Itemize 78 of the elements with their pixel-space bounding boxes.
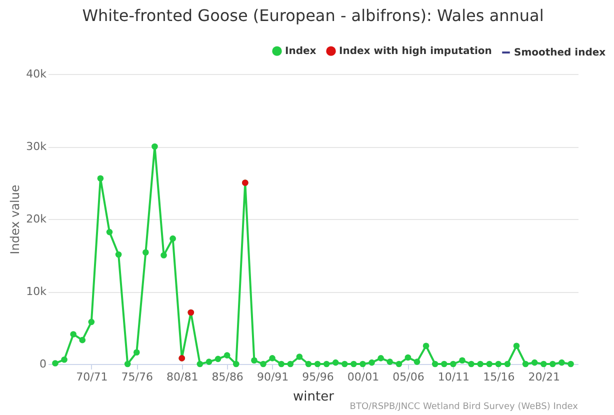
point	[287, 360, 294, 368]
point	[486, 360, 493, 368]
point	[142, 249, 149, 256]
point	[70, 331, 76, 338]
point	[368, 359, 375, 366]
x-tick-label: 00/01	[347, 370, 380, 384]
x-tick-label: 75/76	[121, 370, 153, 384]
point	[414, 358, 420, 365]
point	[323, 360, 330, 368]
point	[440, 360, 448, 368]
point	[568, 360, 574, 368]
x-tick-label: 05/06	[392, 370, 424, 384]
point	[386, 358, 394, 365]
point	[513, 342, 520, 350]
point	[378, 355, 384, 362]
point	[79, 336, 86, 344]
x-tick-label: 90/91	[256, 370, 289, 384]
legend-label: Index with high imputation	[339, 46, 492, 58]
point	[360, 360, 366, 368]
point	[214, 356, 222, 362]
point	[232, 360, 240, 368]
x-tick-label: 70/71	[76, 370, 108, 384]
point	[332, 359, 339, 366]
point	[540, 360, 547, 368]
x-tick-label: 15/16	[483, 370, 515, 384]
point	[106, 228, 113, 236]
point	[396, 360, 402, 368]
point	[133, 349, 140, 356]
point	[160, 252, 167, 258]
point	[504, 360, 511, 368]
point	[251, 357, 258, 364]
point	[206, 358, 212, 365]
point	[61, 356, 68, 363]
point	[422, 342, 430, 350]
y-tick-label: 10k	[26, 285, 48, 298]
point	[296, 354, 303, 360]
point	[450, 360, 456, 368]
point	[459, 357, 466, 364]
point	[314, 360, 321, 368]
point	[341, 360, 348, 368]
point	[531, 359, 538, 366]
point	[350, 360, 357, 368]
x-tick-label: 95/96	[302, 370, 334, 384]
y-tick-label: 20k	[26, 212, 48, 226]
point	[522, 360, 529, 368]
point	[278, 360, 285, 368]
point	[170, 235, 176, 242]
point	[305, 360, 312, 368]
point	[124, 360, 131, 368]
x-axis-title: winter	[293, 390, 335, 404]
y-tick-label: 0	[40, 358, 46, 370]
point	[432, 360, 438, 368]
point	[269, 355, 276, 362]
legend-label: Smoothed index	[514, 48, 606, 58]
point	[495, 360, 502, 368]
text: BTO/RSPB/JNCC Wetland Bird Survey (WeBS) Index	[350, 402, 579, 412]
point	[558, 359, 565, 366]
x-tick-label: 10/11	[438, 370, 470, 384]
y-tick-label: 40k	[26, 68, 48, 80]
y-axis-title: Index value	[8, 184, 22, 254]
y-tick-label: 30k	[26, 140, 48, 153]
point	[115, 251, 122, 258]
point	[468, 360, 474, 368]
point	[550, 360, 556, 368]
x-tick-label: 80/81	[166, 370, 198, 384]
point	[196, 360, 204, 368]
point	[260, 360, 266, 368]
point	[477, 360, 484, 368]
point	[152, 143, 158, 150]
point	[52, 360, 58, 366]
x-tick-label: 20/21	[528, 370, 560, 384]
x-tick-label: 85/86	[212, 370, 244, 384]
point	[88, 318, 95, 326]
point	[97, 175, 104, 182]
legend-label: Index	[285, 46, 317, 58]
point	[404, 354, 412, 361]
chart-title: White-fronted Goose (European - albifrons): Wales annual	[82, 6, 544, 25]
point	[224, 352, 230, 358]
